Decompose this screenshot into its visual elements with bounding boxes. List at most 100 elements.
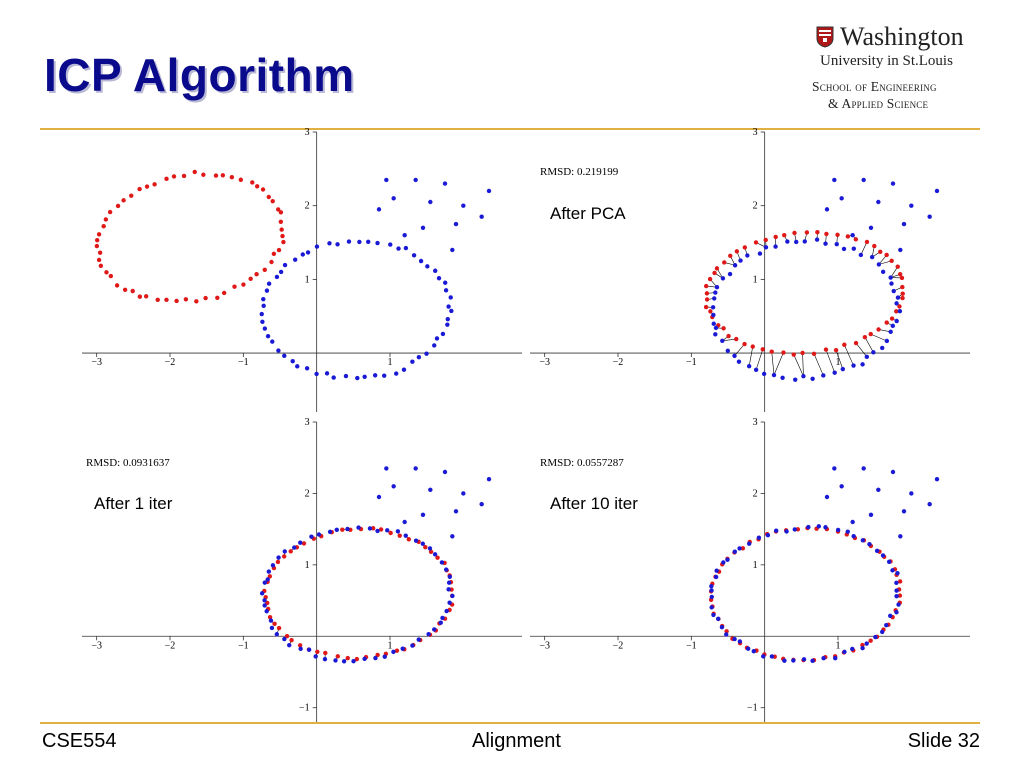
target-point [894,588,899,593]
target-point [802,239,807,244]
target-point [890,469,896,475]
target-point [376,494,382,500]
source-point [714,266,720,271]
target-point [725,557,730,562]
target-point [450,247,455,253]
correspondence-line [734,343,745,357]
target-point [727,271,733,277]
target-point [737,546,742,551]
source-point [232,284,237,289]
target-point [784,529,789,534]
source-point [708,309,713,314]
source-point [894,309,899,314]
x-tick-label: −3 [91,357,102,368]
source-point [267,574,273,579]
x-tick-label: 1 [836,640,841,651]
target-point [282,636,287,642]
target-point [858,252,864,258]
source-point [734,336,739,342]
target-point [443,288,449,293]
target-point [262,598,267,603]
footer-topic: Alignment [472,730,561,752]
source-point [750,344,755,349]
target-point [757,251,763,256]
target-point [823,525,828,530]
target-point [890,181,896,186]
y-tick-label: 3 [305,127,310,138]
target-point [276,348,281,353]
source-point [815,230,820,235]
source-point [345,655,350,661]
target-point [259,311,264,317]
y-tick-label: 1 [305,560,310,571]
target-point [806,524,811,530]
source-point [183,297,189,302]
target-point [335,242,340,247]
target-point [341,659,347,664]
y-tick-label: 3 [753,417,758,428]
source-point [108,273,114,279]
target-point [262,580,267,585]
target-point [886,559,892,565]
target-point [260,319,265,324]
source-point [137,294,143,299]
target-point [713,290,718,295]
target-point [445,322,450,327]
source-point [845,234,851,239]
target-point [894,301,899,306]
target-point [448,295,453,300]
source-point [281,239,286,245]
target-point [746,541,752,546]
target-point [445,316,450,322]
source-point [435,555,440,560]
target-point [780,375,785,380]
target-point [298,540,303,545]
target-point [845,529,850,534]
target-point [331,375,336,380]
source-point [213,173,219,178]
target-point [410,643,415,648]
source-point [354,656,360,662]
target-point [711,612,716,618]
target-point [385,528,390,533]
source-point [164,297,169,303]
correspondence-line [860,241,868,256]
x-tick-label: −1 [686,640,697,651]
target-point [388,242,393,247]
target-point [270,339,275,344]
source-point [878,249,883,254]
target-point [442,181,448,186]
target-point [262,326,268,331]
source-point [96,257,102,263]
source-point [203,295,208,301]
target-point [861,177,866,183]
target-point [282,262,288,268]
source-point [335,654,340,659]
source-point [315,649,320,655]
target-point [765,533,771,538]
target-point [894,593,899,599]
source-point [704,291,710,296]
target-point [416,355,422,360]
target-point [721,560,726,565]
source-point [795,527,801,532]
logo-school: School of Engineering [812,79,937,94]
y-tick-label: −1 [747,703,758,714]
target-point [876,487,881,493]
target-point [711,321,716,326]
target-point [860,362,865,367]
target-point [461,203,466,208]
target-point [367,526,373,531]
target-point [801,373,806,379]
correspondence-line [748,346,754,367]
target-point [382,373,387,378]
target-point [305,250,311,255]
source-point [868,638,873,643]
target-point [736,359,742,364]
correspondence-line [878,260,892,265]
target-point [824,494,830,500]
target-point [261,296,266,302]
x-tick-label: −3 [91,640,102,651]
source-point [194,299,199,304]
target-point [413,177,418,183]
